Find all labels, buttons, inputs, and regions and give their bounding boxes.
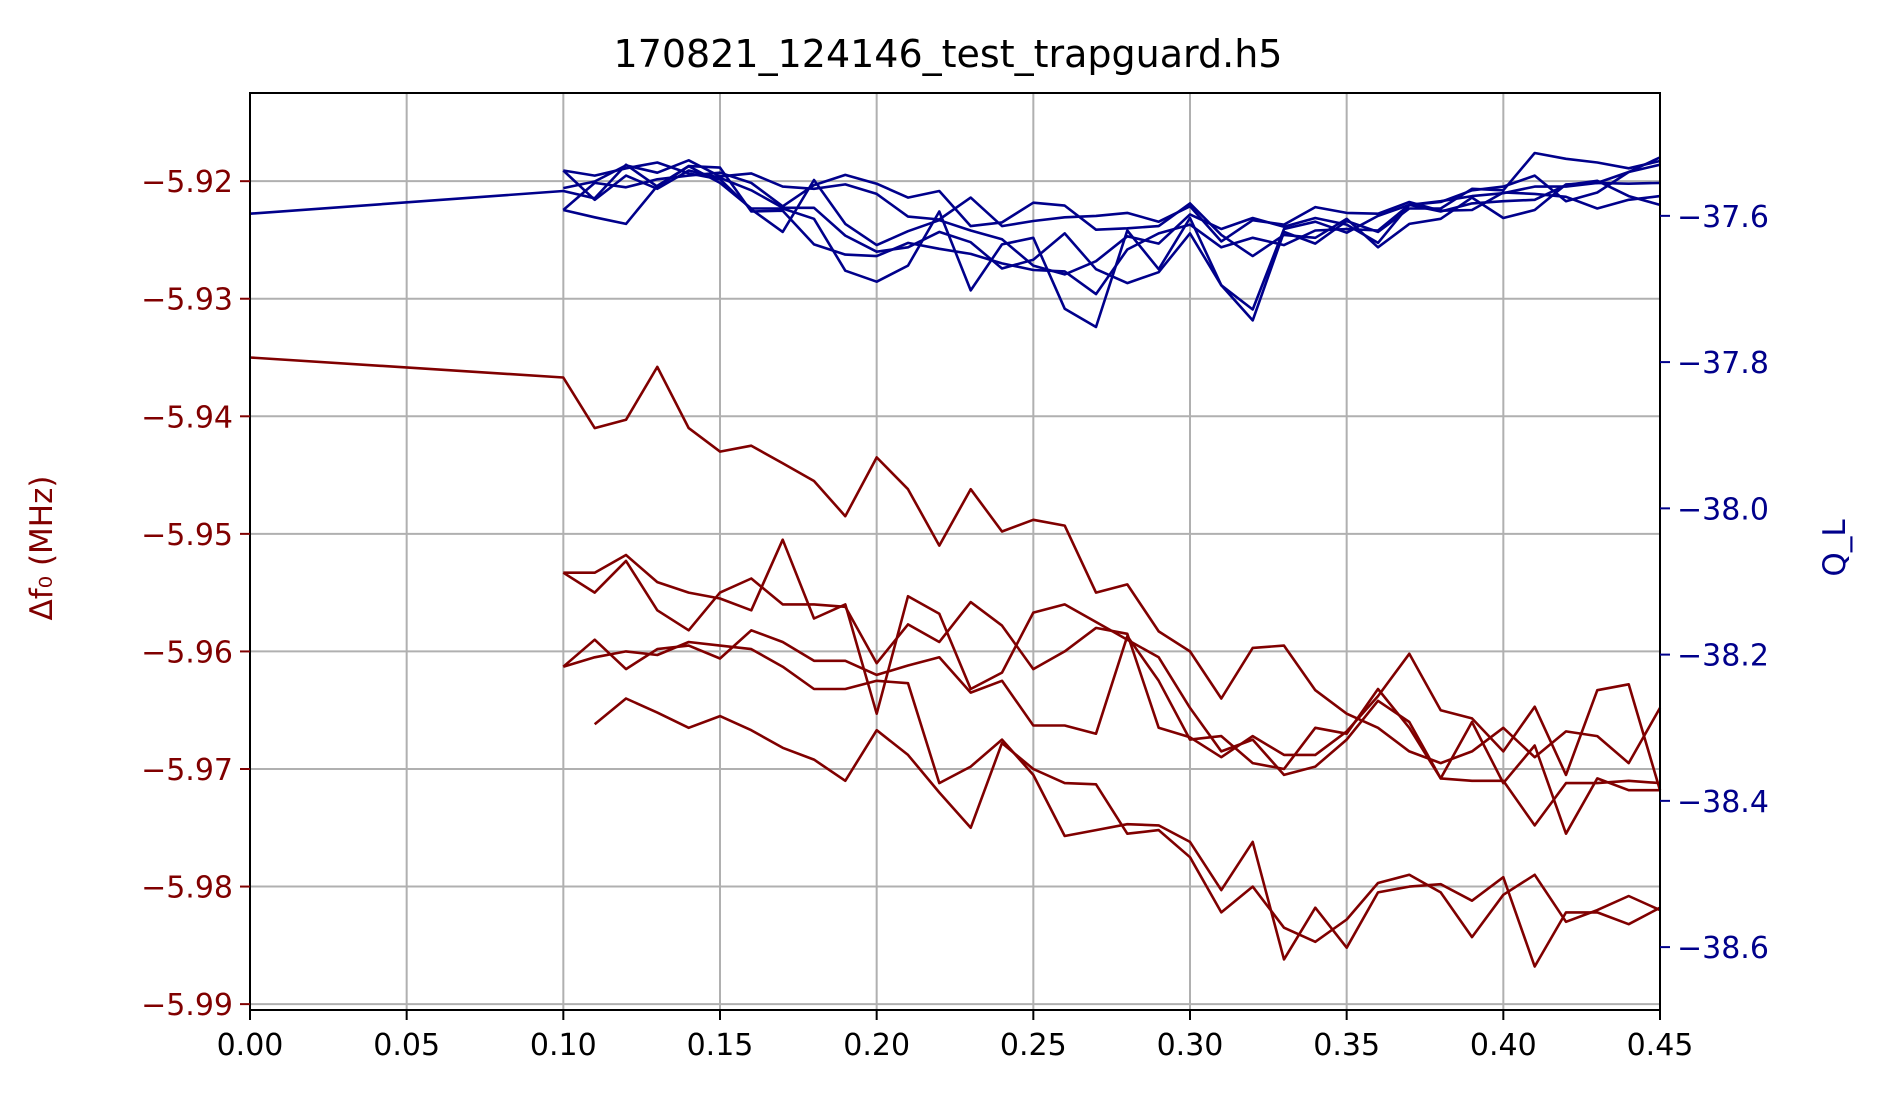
left-tick-label: −5.94 — [141, 400, 233, 435]
left-axis-ticks: −5.92 −5.93 −5.94 −5.95 −5.96 −5.97 −5.98 −5.99 — [141, 165, 250, 1023]
plot-area-frame — [249, 92, 1661, 1011]
left-series-line-6 — [593, 697, 1661, 944]
left-series-line-1 — [249, 356, 1662, 765]
x-tick-label: 0.20 — [843, 1028, 910, 1063]
right-axis-label: Q_L — [1817, 519, 1853, 577]
left-axis-label-text: Δf₀ (MHz) — [24, 476, 60, 621]
x-tick-label: 0.30 — [1157, 1028, 1224, 1063]
x-tick-label: 0.05 — [373, 1028, 440, 1063]
right-tick-label: −38.0 — [1677, 492, 1769, 527]
x-tick-label: 0.35 — [1313, 1028, 1380, 1063]
left-tick-label: −5.92 — [141, 165, 233, 200]
left-series-line-3 — [562, 559, 1662, 791]
x-tick-label: 0.25 — [1000, 1028, 1067, 1063]
x-tick-label: 0.45 — [1627, 1028, 1694, 1063]
chart-title: 170821_124146_test_trapguard.h5 — [614, 32, 1283, 76]
x-tick-label: 0.00 — [217, 1028, 284, 1063]
x-tick-label: 0.10 — [530, 1028, 597, 1063]
left-axis-series — [249, 356, 1662, 968]
right-series-line-6 — [563, 159, 1661, 243]
left-tick-label: −5.96 — [141, 635, 233, 670]
right-axis-series — [249, 151, 1661, 329]
right-series-line-5 — [562, 171, 1661, 258]
left-axis-label: Δf₀ (MHz) — [24, 476, 60, 621]
right-tick-label: −37.6 — [1677, 200, 1769, 235]
right-tick-label: −38.2 — [1677, 639, 1769, 674]
left-tick-label: −5.93 — [141, 283, 233, 318]
left-series-line-5 — [562, 640, 1661, 968]
left-series-line-4 — [562, 628, 1660, 836]
x-tick-label: 0.40 — [1470, 1028, 1537, 1063]
right-series-line-4 — [563, 163, 1661, 296]
right-tick-label: −37.8 — [1677, 346, 1769, 381]
right-axis-label-text: Q_L — [1817, 519, 1853, 577]
left-tick-label: −5.98 — [141, 871, 233, 906]
x-axis-ticks: 0.00 0.05 0.10 0.15 0.20 0.25 0.30 0.35 0.40 0.45 — [217, 1010, 1694, 1063]
x-tick-label: 0.15 — [687, 1028, 754, 1063]
right-series-line-2 — [562, 151, 1661, 322]
right-tick-label: −38.4 — [1677, 785, 1769, 820]
left-tick-label: −5.97 — [141, 753, 233, 788]
right-axis-ticks: −37.6 −37.8 −38.0 −38.2 −38.4 −38.6 — [1660, 200, 1769, 966]
left-tick-label: −5.95 — [141, 518, 233, 553]
left-tick-label: −5.99 — [141, 988, 233, 1023]
right-tick-label: −38.6 — [1677, 931, 1769, 966]
